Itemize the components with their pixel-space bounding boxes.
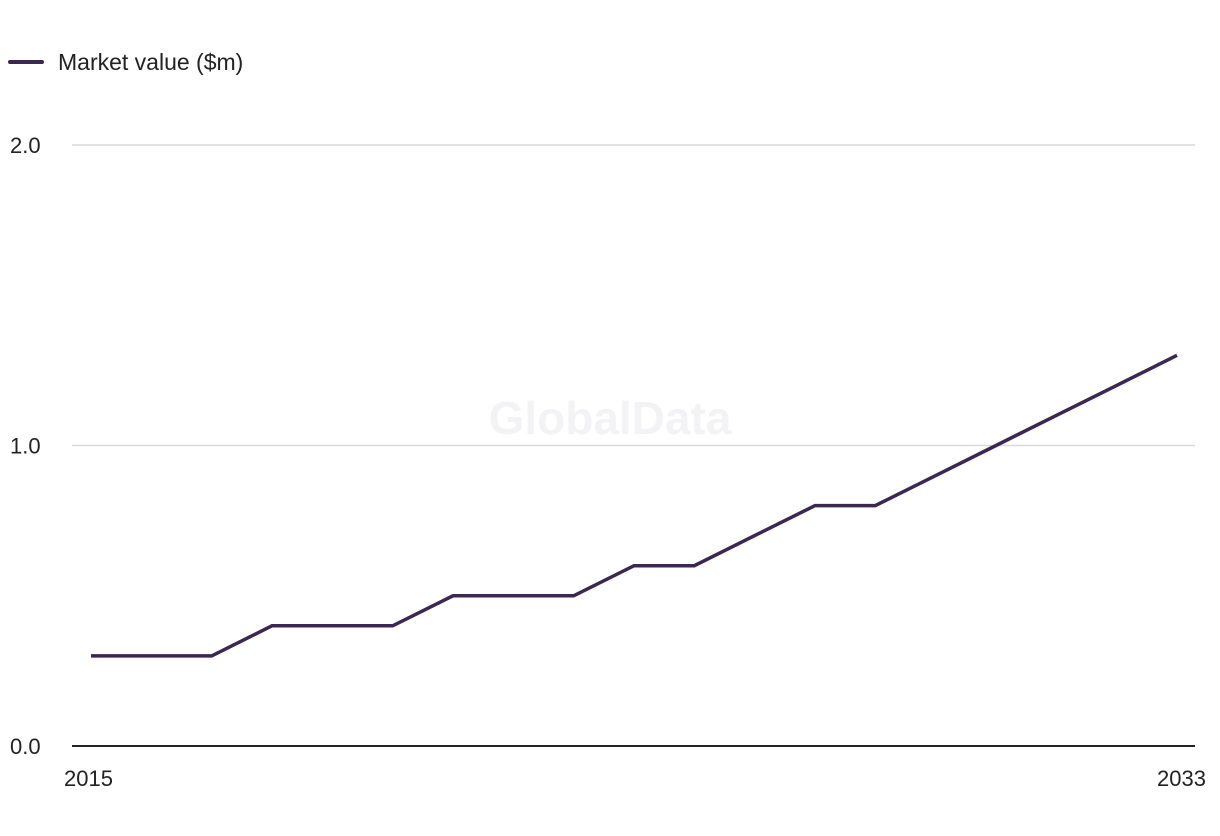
y-tick-label: 0.0 bbox=[10, 734, 41, 759]
y-tick-label: 2.0 bbox=[10, 133, 41, 158]
legend: Market value ($m) bbox=[8, 49, 243, 75]
legend-label: Market value ($m) bbox=[58, 49, 243, 75]
y-tick-label: 1.0 bbox=[10, 434, 41, 459]
x-tick-label: 2015 bbox=[64, 766, 113, 791]
watermark-text: GlobalData bbox=[489, 392, 732, 444]
x-tick-label: 2033 bbox=[1157, 766, 1206, 791]
series-line bbox=[91, 353, 1178, 658]
